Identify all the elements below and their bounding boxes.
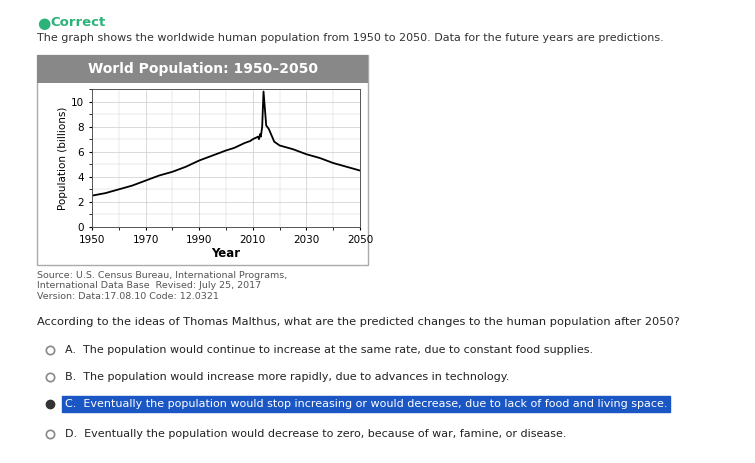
X-axis label: Year: Year: [211, 247, 241, 260]
Text: ●: ●: [37, 16, 51, 31]
Text: C.  Eventually the population would stop increasing or would decrease, due to la: C. Eventually the population would stop …: [65, 399, 667, 409]
Text: Source: U.S. Census Bureau, International Programs,
International Data Base  Rev: Source: U.S. Census Bureau, Internationa…: [37, 271, 287, 301]
Text: A.  The population would continue to increase at the same rate, due to constant : A. The population would continue to incr…: [65, 345, 593, 355]
Text: D.  Eventually the population would decrease to zero, because of war, famine, or: D. Eventually the population would decre…: [65, 429, 566, 439]
Text: According to the ideas of Thomas Malthus, what are the predicted changes to the : According to the ideas of Thomas Malthus…: [37, 317, 680, 327]
Text: World Population: 1950–2050: World Population: 1950–2050: [88, 62, 318, 76]
Y-axis label: Population (billions): Population (billions): [58, 106, 69, 210]
Bar: [37, 55, 368, 265]
Text: The graph shows the worldwide human population from 1950 to 2050. Data for the f: The graph shows the worldwide human popu…: [37, 33, 664, 43]
Text: B.  The population would increase more rapidly, due to advances in technology.: B. The population would increase more ra…: [65, 372, 510, 382]
Text: Correct: Correct: [50, 16, 105, 29]
Bar: [37, 55, 368, 83]
